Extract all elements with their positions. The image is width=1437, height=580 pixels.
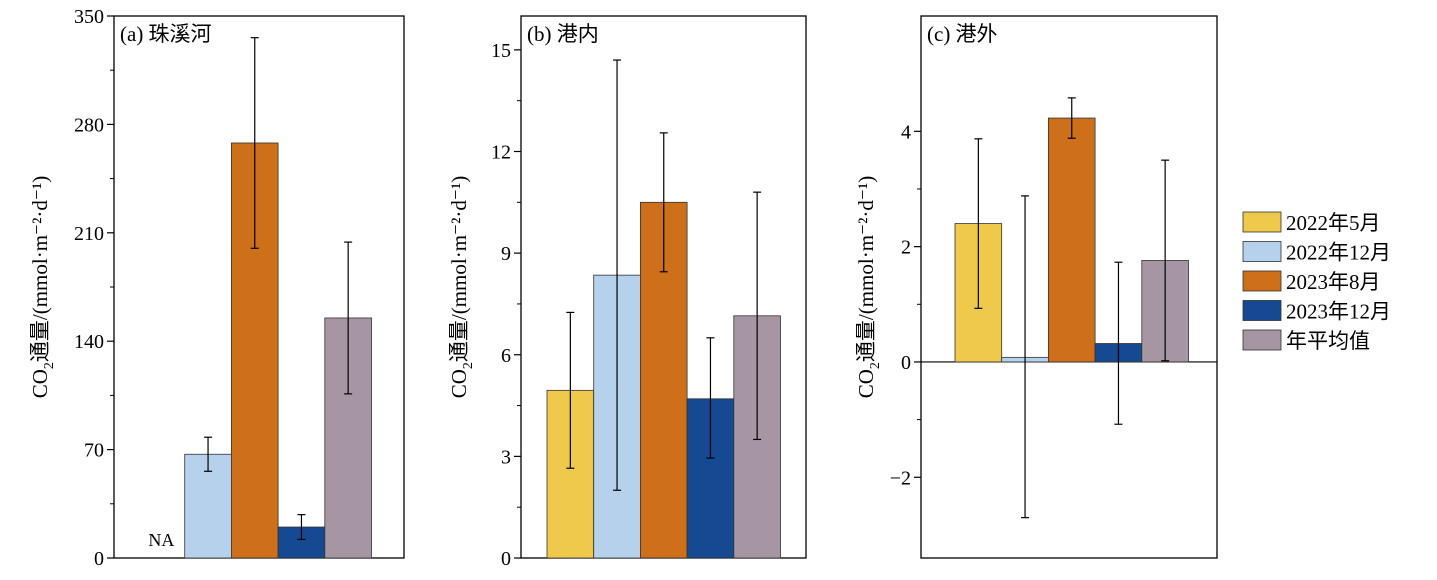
y-tick-label: 350 xyxy=(74,6,104,28)
plot-frame xyxy=(920,15,1218,559)
y-tick-label: 3 xyxy=(501,446,511,468)
y-tick-label: 12 xyxy=(491,142,511,164)
legend-label: 2023年12月 xyxy=(1286,300,1391,324)
y-tick-label: −2 xyxy=(890,467,911,489)
y-axis-label-rest: 通量/(mmol·m⁻²·d⁻¹) xyxy=(28,176,52,362)
y-axis-label-main: CO xyxy=(854,369,878,398)
y-tick-label: 2 xyxy=(901,237,911,259)
legend-item-2: 2022年12月 xyxy=(1242,241,1391,265)
legend-label: 2022年12月 xyxy=(1286,241,1391,265)
legend-item-5: 年平均值 xyxy=(1242,329,1370,353)
y-axis-label: CO2通量/(mmol·m⁻²·d⁻¹) xyxy=(28,176,57,399)
y-tick-label: 280 xyxy=(74,114,104,136)
y-axis-label-subscript: 2 xyxy=(461,362,476,369)
legend-swatch xyxy=(1242,241,1282,262)
bar-3 xyxy=(1048,117,1096,363)
legend-label: 2023年8月 xyxy=(1286,270,1381,294)
y-tick-label: 0 xyxy=(901,352,911,374)
y-axis-label-rest: 通量/(mmol·m⁻²·d⁻¹) xyxy=(854,176,878,362)
y-tick-label: 210 xyxy=(74,223,104,245)
y-axis-label-subscript: 2 xyxy=(42,362,57,369)
y-tick-label: 4 xyxy=(901,121,911,143)
legend-swatch xyxy=(1242,211,1282,233)
legend-swatch xyxy=(1242,329,1282,351)
y-tick-label: 0 xyxy=(94,548,104,570)
panel-2: 0 3 6 9 12 15 (b) 港内 CO2通量/(mmol·m⁻²·d⁻¹) xyxy=(447,15,807,570)
y-tick-label: 140 xyxy=(74,331,104,353)
y-axis-label: CO2通量/(mmol·m⁻²·d⁻¹) xyxy=(854,176,883,399)
y-axis-label-subscript: 2 xyxy=(868,362,883,369)
y-axis-label: CO2通量/(mmol·m⁻²·d⁻¹) xyxy=(447,176,476,399)
y-axis-label-main: CO xyxy=(447,369,471,398)
y-tick-label: 6 xyxy=(501,345,511,367)
legend-swatch xyxy=(1242,270,1282,292)
panel-1: 0 70 140 210 280 350 NA (a) 珠溪河 CO2通量/(mmol·m⁻²·… xyxy=(28,6,405,570)
y-tick-label: 70 xyxy=(84,440,104,462)
legend-swatch xyxy=(1242,300,1282,321)
legend-item-1: 2022年5月 xyxy=(1242,211,1381,235)
panel-title: (a) 珠溪河 xyxy=(120,22,212,46)
y-tick-label: 0 xyxy=(501,548,511,570)
y-axis-label-main: CO xyxy=(28,369,52,398)
na-annotation: NA xyxy=(148,530,174,550)
y-axis-label-rest: 通量/(mmol·m⁻²·d⁻¹) xyxy=(447,176,471,362)
y-tick-label: 15 xyxy=(491,40,511,62)
legend-label: 2022年5月 xyxy=(1286,211,1381,235)
panel-title: (c) 港外 xyxy=(927,22,998,46)
y-tick-label: 9 xyxy=(501,243,511,265)
panel-title: (b) 港内 xyxy=(527,22,599,46)
legend-item-3: 2023年8月 xyxy=(1242,270,1381,294)
legend-label: 年平均值 xyxy=(1286,329,1370,353)
legend-item-4: 2023年12月 xyxy=(1242,300,1391,324)
